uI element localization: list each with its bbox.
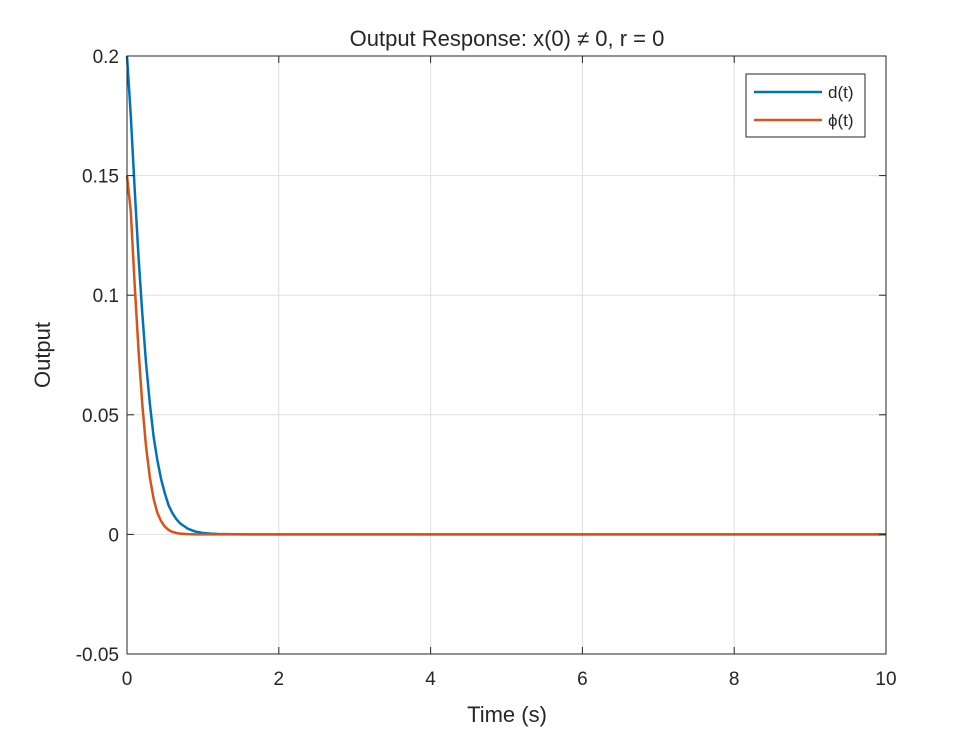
y-tick-label: 0.15 xyxy=(82,167,119,188)
legend-box xyxy=(745,73,866,138)
y-tick-label: 0.2 xyxy=(93,47,119,68)
tick-marks xyxy=(126,55,887,655)
x-tick-label: 0 xyxy=(122,669,133,690)
legend-label-phi: ϕ(t) xyxy=(828,111,854,130)
x-tick-label: 2 xyxy=(274,669,285,690)
x-axis-title: Time (s) xyxy=(467,702,547,727)
series-layer xyxy=(125,55,886,536)
y-tick-label: 0.1 xyxy=(93,286,119,307)
legend: d(t) ϕ(t) xyxy=(745,73,866,138)
x-tick-labels: 0 2 4 6 8 10 xyxy=(122,669,897,690)
legend-label-d: d(t) xyxy=(828,83,854,102)
plot-area-background xyxy=(127,56,886,654)
y-tick-label: -0.05 xyxy=(76,645,119,666)
y-tick-label: 0.05 xyxy=(82,406,119,427)
x-tick-label: 10 xyxy=(875,669,896,690)
x-tick-label: 4 xyxy=(425,669,436,690)
x-tick-label: 8 xyxy=(729,669,740,690)
series-line-phi xyxy=(125,175,886,536)
chart-title: Output Response: x(0) ≠ 0, r = 0 xyxy=(350,26,665,51)
x-tick-label: 6 xyxy=(577,669,588,690)
y-tick-label: 0 xyxy=(108,525,119,546)
axes-box xyxy=(126,55,887,655)
y-axis-title: Output xyxy=(30,322,55,388)
y-tick-labels: -0.05 0 0.05 0.1 0.15 0.2 xyxy=(76,47,119,666)
